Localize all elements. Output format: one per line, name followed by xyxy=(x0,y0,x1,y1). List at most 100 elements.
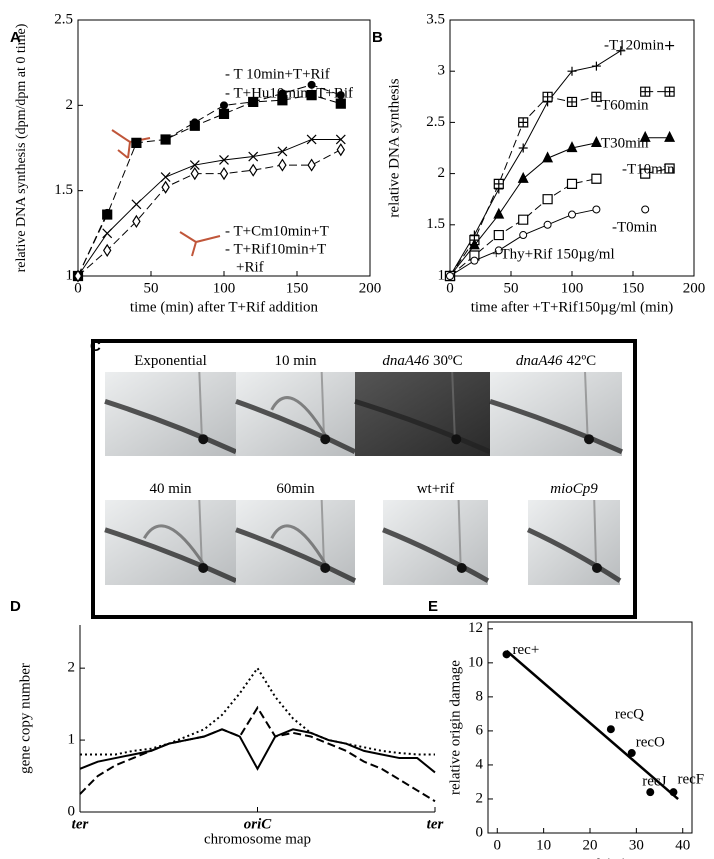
marker xyxy=(73,269,83,283)
x-tick-label: 10 xyxy=(536,837,551,853)
marker xyxy=(189,120,200,131)
y-tick-label: 8 xyxy=(476,688,484,704)
gel-condition: 10 min xyxy=(274,353,317,369)
gene-name: dnaA46 xyxy=(382,353,429,369)
marker xyxy=(566,178,578,189)
marker xyxy=(567,66,577,76)
marker xyxy=(566,96,578,108)
point-label: rec+ xyxy=(513,642,540,658)
gel-arc xyxy=(235,527,357,583)
marker xyxy=(190,166,200,181)
point-label: recQ xyxy=(615,707,644,723)
gel-spot xyxy=(320,563,331,573)
gel-streak xyxy=(320,499,326,569)
marker xyxy=(627,749,636,758)
y-tick-label: 2 xyxy=(68,660,76,676)
marker xyxy=(161,180,170,194)
marker xyxy=(568,210,576,219)
marker xyxy=(102,209,113,220)
gel-bubble-arc xyxy=(143,524,205,565)
marker xyxy=(543,220,552,229)
panel-label: A xyxy=(10,29,21,46)
y-tick-label: 1 xyxy=(438,267,446,283)
panel-label: E xyxy=(428,598,438,615)
marker xyxy=(132,214,141,229)
fork-icon xyxy=(111,129,151,159)
gel-streak xyxy=(198,499,203,569)
marker xyxy=(220,101,228,110)
gel-arc xyxy=(235,399,357,455)
gel-streak xyxy=(593,499,598,569)
gel-condition: 60min xyxy=(276,481,315,497)
point-label: recO xyxy=(636,734,665,750)
marker xyxy=(493,229,504,241)
y-tick-label: 6 xyxy=(476,722,484,738)
gel-streak xyxy=(451,371,456,440)
gel-spot xyxy=(198,434,209,445)
gene-name: dnaA46 xyxy=(516,353,563,369)
gel-condition: 42ºC xyxy=(567,353,597,369)
marker xyxy=(307,80,316,89)
x-tick-label: 50 xyxy=(144,280,159,296)
gel-label: 60min xyxy=(276,481,315,497)
y-tick-label: 2 xyxy=(66,97,74,113)
y-tick-label: 12 xyxy=(468,620,483,636)
marker xyxy=(518,143,528,153)
x-axis-title: time after +T+Rif150µg/ml (min) xyxy=(471,299,674,315)
y-tick-label: 2 xyxy=(476,790,484,806)
marker xyxy=(606,725,615,734)
marker xyxy=(542,151,554,163)
marker xyxy=(278,158,287,172)
gel-arc xyxy=(104,399,238,455)
x-tick-label: 20 xyxy=(583,837,598,853)
x-tick-label: oriC xyxy=(244,816,273,832)
annotation: +Thy+Rif 150µg/ml xyxy=(492,246,615,262)
marker xyxy=(189,160,200,170)
gel-condition: wt+rif xyxy=(417,481,455,497)
fork-icon xyxy=(179,231,221,257)
marker xyxy=(591,91,602,102)
marker xyxy=(590,136,602,147)
marker xyxy=(641,205,650,214)
y-axis-title: relative DNA synthesis xyxy=(386,78,402,217)
marker xyxy=(160,172,171,182)
y-tick-label: 1.5 xyxy=(426,216,445,232)
x-tick-label: 50 xyxy=(504,280,519,296)
marker xyxy=(640,168,651,179)
marker xyxy=(306,89,317,101)
series-label: -T10min xyxy=(622,161,675,177)
marker xyxy=(248,163,258,177)
marker xyxy=(518,117,529,128)
panel-label: C xyxy=(90,338,101,355)
marker xyxy=(646,788,655,797)
marker xyxy=(160,134,171,145)
panel-label: D xyxy=(10,598,21,615)
x-tick-label: 200 xyxy=(683,280,706,296)
x-tick-label: 150 xyxy=(286,280,309,296)
marker xyxy=(335,134,346,145)
marker xyxy=(218,108,230,119)
gel-arc xyxy=(382,527,490,583)
gel-spot xyxy=(456,563,467,573)
marker xyxy=(640,86,651,97)
marker xyxy=(219,166,229,181)
gel-images: Exponential 10 min dnaA46 30ºC dnaA46 42ºC40 … xyxy=(104,353,624,585)
y-tick-label: 0 xyxy=(68,803,76,819)
marker xyxy=(542,194,553,205)
gel-label: mioCp9 xyxy=(550,481,598,497)
series-line xyxy=(77,94,341,277)
x-axis-title: time (min) after T+Rif addition xyxy=(130,299,319,315)
x-tick-label: 100 xyxy=(561,280,584,296)
x-axis-title: chromosome map xyxy=(204,831,311,847)
gel-spot xyxy=(592,563,602,573)
gel-spot xyxy=(451,434,462,445)
series-label: -T0min xyxy=(612,219,657,235)
gel-label: dnaA46 30ºC xyxy=(382,353,462,369)
marker xyxy=(102,228,113,239)
gel-spot xyxy=(320,434,331,445)
marker xyxy=(639,130,651,142)
marker xyxy=(306,134,317,145)
gel-label: 10 min xyxy=(274,353,317,369)
y-tick-label: 3 xyxy=(438,63,446,79)
